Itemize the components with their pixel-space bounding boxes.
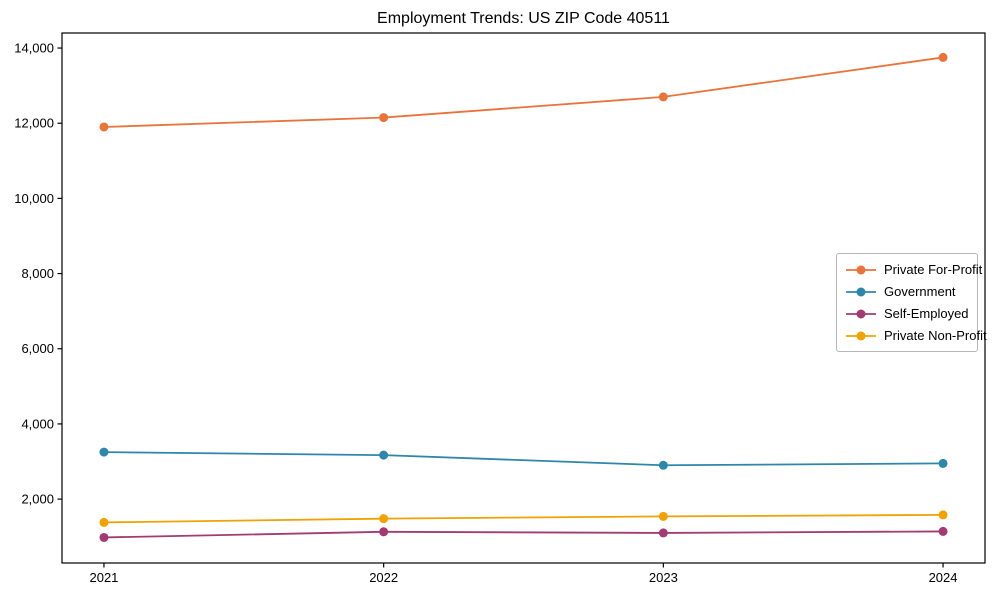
data-point-government xyxy=(379,450,389,460)
legend-marker-government xyxy=(846,287,876,296)
legend-label-government: Government xyxy=(884,284,956,299)
legend-label-private-non-profit: Private Non-Profit xyxy=(884,328,987,343)
data-point-private-for-profit xyxy=(99,122,109,132)
data-point-self-employed xyxy=(658,528,668,538)
legend-marker-private-non-profit xyxy=(846,331,876,340)
y-axis-tick-label: 14,000 xyxy=(14,41,54,56)
data-point-private-non-profit xyxy=(379,514,389,524)
y-axis-tick-label: 4,000 xyxy=(21,416,54,431)
data-point-private-for-profit xyxy=(938,52,948,62)
data-point-government xyxy=(658,460,668,470)
y-axis-tick-label: 8,000 xyxy=(21,266,54,281)
legend: Private For-Profit Government Self-Employe… xyxy=(836,253,987,352)
x-axis-tick-label: 2023 xyxy=(649,570,678,585)
legend-label-private-for-profit: Private For-Profit xyxy=(884,262,983,277)
data-point-private-for-profit xyxy=(379,113,389,123)
plot-frame xyxy=(61,32,986,564)
data-point-private-non-profit xyxy=(99,517,109,527)
data-point-private-non-profit xyxy=(938,510,948,520)
y-axis-tick-label: 6,000 xyxy=(21,341,54,356)
y-axis-tick-label: 2,000 xyxy=(21,492,54,507)
legend-marker-self-employed xyxy=(846,309,876,318)
series-line-government xyxy=(103,451,944,467)
data-point-private-for-profit xyxy=(658,92,668,102)
chart-title: Employment Trends: US ZIP Code 40511 xyxy=(377,10,670,27)
data-point-government xyxy=(99,447,109,457)
data-point-self-employed xyxy=(379,527,389,537)
data-point-self-employed xyxy=(938,526,948,536)
legend-item-private-for-profit: Private For-Profit xyxy=(845,260,982,279)
legend-item-self-employed: Self-Employed xyxy=(845,304,969,323)
series-line-self-employed xyxy=(103,530,944,539)
series-line-private-for-profit xyxy=(103,56,944,128)
y-axis-tick-label: 10,000 xyxy=(14,191,54,206)
data-point-private-non-profit xyxy=(658,511,668,521)
series-line-private-non-profit xyxy=(103,513,944,524)
legend-item-private-non-profit: Private Non-Profit xyxy=(845,326,987,345)
x-axis-tick-label: 2024 xyxy=(929,570,958,585)
data-point-self-employed xyxy=(99,532,109,542)
x-axis-tick-label: 2021 xyxy=(89,570,118,585)
x-axis-tick-label: 2022 xyxy=(369,570,398,585)
data-point-government xyxy=(938,458,948,468)
legend-label-self-employed: Self-Employed xyxy=(884,306,969,321)
y-axis-tick-label: 12,000 xyxy=(14,116,54,131)
legend-item-government: Government xyxy=(845,282,969,301)
legend-marker-private-for-profit xyxy=(846,265,876,274)
